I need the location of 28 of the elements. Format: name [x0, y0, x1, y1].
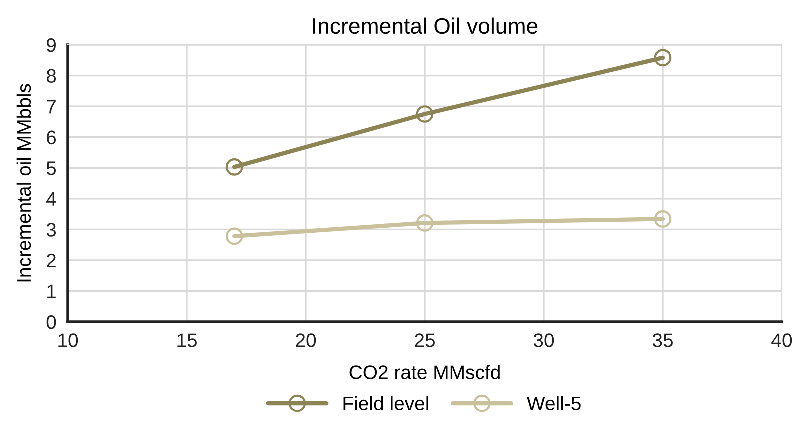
y-tick-label: 4: [46, 192, 56, 206]
y-tick-label: 8: [46, 69, 56, 84]
y-tick-label: 1: [48, 284, 56, 298]
x-tick-label: 35: [652, 334, 673, 348]
x-axis-title: CO2 rate MMscfd: [350, 365, 500, 380]
y-axis-title: Incremental oil MMbbls: [16, 84, 32, 282]
x-tick-label: 20: [296, 334, 316, 348]
point: [654, 49, 672, 67]
x-tick-label: 10: [58, 334, 78, 348]
x-tick-label: 25: [415, 334, 435, 348]
x-tick-label: 15: [178, 334, 197, 348]
point: [654, 210, 672, 228]
point: [416, 106, 434, 123]
y-tick-label: 5: [46, 162, 56, 176]
point: [226, 158, 244, 176]
y-tick-label: 0: [46, 315, 56, 330]
legend-label: Field level: [344, 396, 428, 411]
legend-label: Well-5: [527, 396, 581, 411]
y-tick-label: 3: [46, 223, 56, 237]
point: [416, 214, 434, 232]
y-tick-label: 9: [46, 38, 56, 52]
y-tick-label: 7: [47, 100, 56, 114]
y-tick-label: 2: [47, 254, 56, 268]
point: [226, 228, 244, 246]
x-tick-label: 40: [772, 334, 792, 348]
chart-title: Incremental Oil volume: [313, 18, 538, 34]
y-tick-label: 6: [47, 130, 56, 145]
x-tick-label: 30: [534, 334, 554, 348]
